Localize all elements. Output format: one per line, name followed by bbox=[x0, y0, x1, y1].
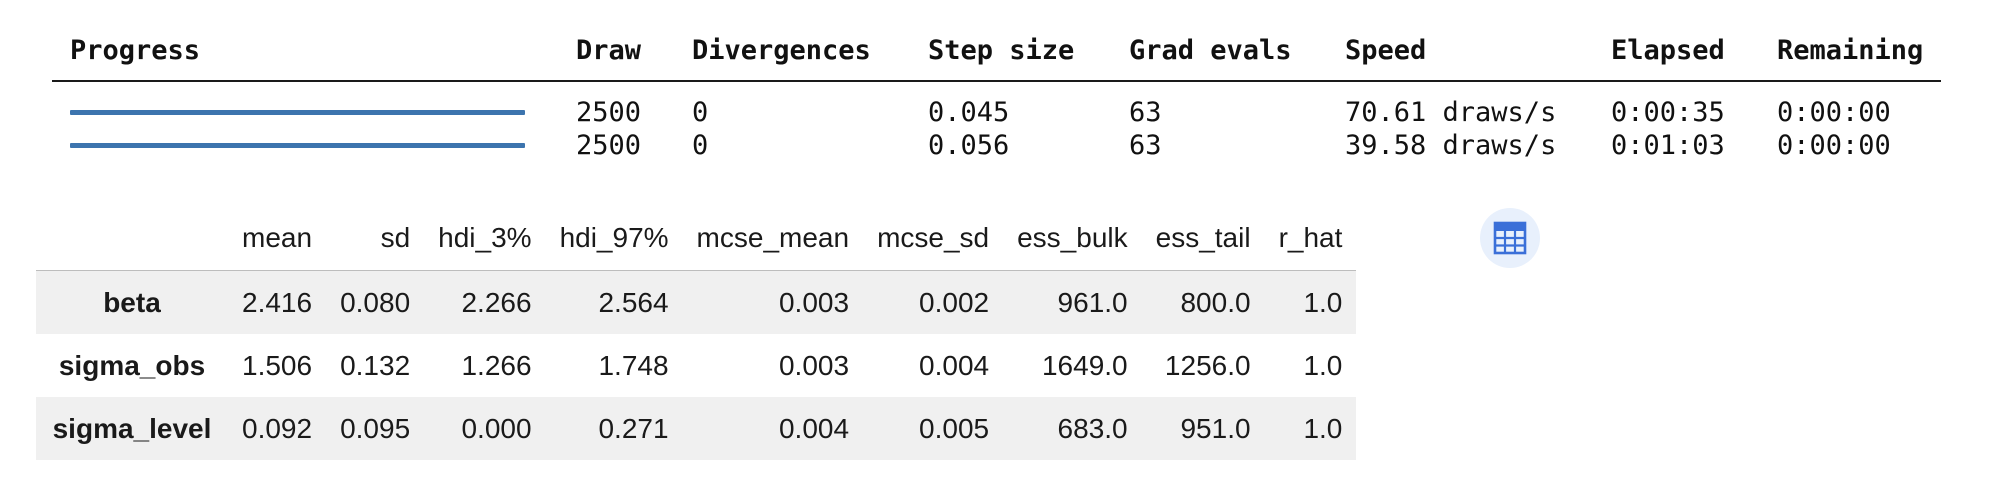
chain-row: 2500 0 0.056 63 39.58 draws/s 0:01:03 0:… bbox=[52, 129, 1941, 162]
header-progress: Progress bbox=[52, 30, 558, 82]
col-sd: sd bbox=[326, 212, 425, 271]
table-cell: 0.004 bbox=[778, 412, 850, 444]
table-row: beta 2.416 0.080 2.266 2.564 0.003 0.002… bbox=[36, 270, 1357, 334]
sampling-progress: Progress Draw Divergences Step size Grad… bbox=[52, 30, 1966, 162]
draw-value: 2500 bbox=[576, 130, 642, 161]
progress-bar bbox=[70, 110, 525, 115]
table-cell: 0.095 bbox=[340, 412, 411, 444]
table-cell: 961.0 bbox=[1057, 286, 1128, 318]
remaining-value: 0:00:00 bbox=[1777, 97, 1891, 128]
draw-value: 2500 bbox=[576, 97, 642, 128]
col-hdi-97: hdi_97% bbox=[545, 212, 683, 271]
progress-cell bbox=[52, 81, 558, 129]
summary-dataframe: mean sd hdi_3% hdi_97% mcse_mean mcse_sd… bbox=[36, 212, 1357, 460]
col-hdi-3: hdi_3% bbox=[424, 212, 546, 271]
progress-header-row: Progress Draw Divergences Step size Grad… bbox=[52, 30, 1942, 82]
row-label: sigma_obs bbox=[58, 349, 206, 381]
table-cell: 1.0 bbox=[1303, 412, 1343, 444]
table-cell: 0.003 bbox=[778, 286, 850, 318]
header-remaining: Remaining bbox=[1759, 30, 1942, 82]
col-mean: mean bbox=[228, 212, 327, 271]
table-cell: 1.0 bbox=[1303, 286, 1343, 318]
remaining-value: 0:00:00 bbox=[1777, 130, 1891, 161]
divergences-value: 0 bbox=[692, 130, 709, 161]
divergences-value: 0 bbox=[692, 97, 709, 128]
table-cell: 1.266 bbox=[461, 349, 532, 381]
summary-header-row: mean sd hdi_3% hdi_97% mcse_mean mcse_sd… bbox=[36, 212, 1357, 271]
row-label: sigma_level bbox=[52, 412, 212, 444]
summary-table: mean sd hdi_3% hdi_97% mcse_mean mcse_sd… bbox=[36, 212, 1357, 460]
table-cell: 0.004 bbox=[919, 349, 990, 381]
col-mcse-mean: mcse_mean bbox=[682, 212, 864, 271]
table-cell: 0.132 bbox=[340, 349, 411, 381]
table-cell: 1256.0 bbox=[1164, 349, 1251, 381]
table-cell: 800.0 bbox=[1180, 286, 1251, 318]
row-label: beta bbox=[103, 286, 161, 318]
speed-value: 70.61 draws/s bbox=[1345, 97, 1557, 128]
table-cell: 951.0 bbox=[1180, 412, 1251, 444]
table-row: sigma_level 0.092 0.095 0.000 0.271 0.00… bbox=[36, 397, 1357, 460]
header-speed: Speed bbox=[1327, 30, 1593, 82]
header-grad-evals: Grad evals bbox=[1111, 30, 1327, 82]
index-corner bbox=[36, 212, 228, 271]
col-ess-tail: ess_tail bbox=[1141, 212, 1265, 271]
elapsed-value: 0:00:35 bbox=[1611, 97, 1725, 128]
table-row: sigma_obs 1.506 0.132 1.266 1.748 0.003 … bbox=[36, 334, 1357, 397]
progress-table: Progress Draw Divergences Step size Grad… bbox=[52, 30, 1942, 162]
table-cell: 0.005 bbox=[919, 412, 990, 444]
table-cell: 0.000 bbox=[461, 412, 532, 444]
table-cell: 1.506 bbox=[242, 349, 313, 381]
grad-evals-value: 63 bbox=[1129, 130, 1162, 161]
table-grid-icon bbox=[1493, 221, 1527, 255]
col-mcse-sd: mcse_sd bbox=[863, 212, 1004, 271]
table-cell: 1.748 bbox=[598, 349, 669, 381]
table-cell: 1649.0 bbox=[1041, 349, 1128, 381]
table-cell: 0.080 bbox=[340, 286, 411, 318]
header-draw: Draw bbox=[558, 30, 674, 82]
header-step-size: Step size bbox=[910, 30, 1111, 82]
chain-row: 2500 0 0.045 63 70.61 draws/s 0:00:35 0:… bbox=[52, 81, 1941, 129]
progress-cell bbox=[52, 129, 558, 162]
table-cell: 1.0 bbox=[1303, 349, 1343, 381]
table-cell: 0.002 bbox=[919, 286, 990, 318]
grad-evals-value: 63 bbox=[1129, 97, 1162, 128]
col-r-hat: r_hat bbox=[1264, 212, 1357, 271]
header-divergences: Divergences bbox=[674, 30, 910, 82]
table-cell: 683.0 bbox=[1057, 412, 1128, 444]
table-cell: 0.003 bbox=[778, 349, 850, 381]
col-ess-bulk: ess_bulk bbox=[1003, 212, 1142, 271]
table-cell: 0.271 bbox=[598, 412, 669, 444]
table-cell: 2.266 bbox=[461, 286, 532, 318]
progress-bar bbox=[70, 143, 525, 148]
header-elapsed: Elapsed bbox=[1593, 30, 1759, 82]
table-cell: 2.416 bbox=[242, 286, 313, 318]
step-size-value: 0.056 bbox=[928, 130, 1010, 161]
table-cell: 2.564 bbox=[598, 286, 669, 318]
elapsed-value: 0:01:03 bbox=[1611, 130, 1725, 161]
interactive-table-button[interactable] bbox=[1480, 208, 1540, 268]
table-cell: 0.092 bbox=[242, 412, 313, 444]
step-size-value: 0.045 bbox=[928, 97, 1010, 128]
speed-value: 39.58 draws/s bbox=[1345, 130, 1557, 161]
